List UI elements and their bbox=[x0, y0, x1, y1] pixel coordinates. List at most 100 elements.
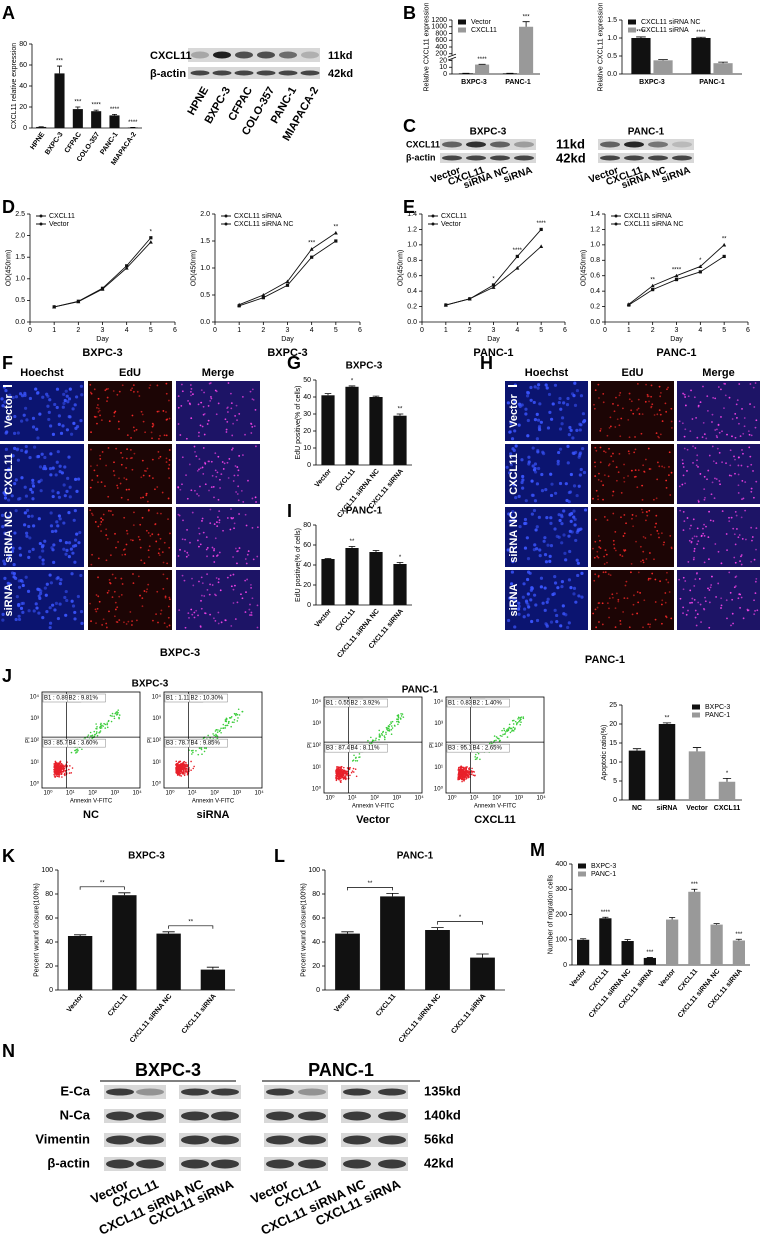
cell-dot bbox=[114, 410, 117, 413]
event-dot bbox=[215, 729, 218, 731]
cell-dot bbox=[520, 458, 524, 462]
cell-dot bbox=[717, 582, 720, 585]
event-dot bbox=[520, 721, 522, 724]
cell-dot bbox=[698, 577, 701, 580]
cell-dot bbox=[9, 542, 13, 546]
cell-dot bbox=[608, 607, 610, 610]
cell-dot bbox=[51, 466, 55, 470]
cell-dot bbox=[143, 562, 146, 565]
cell-dot bbox=[41, 549, 45, 553]
cell-dot bbox=[232, 556, 234, 558]
cell-dot bbox=[210, 460, 213, 463]
cell-dot bbox=[543, 586, 547, 590]
cell-dot bbox=[749, 383, 752, 385]
event-dot bbox=[182, 769, 185, 771]
event-dot bbox=[509, 731, 512, 734]
event-dot bbox=[57, 767, 59, 769]
event-dot bbox=[184, 771, 187, 773]
annotation: **** bbox=[513, 248, 523, 254]
y-tick-label: 0 bbox=[563, 962, 567, 969]
cell-dot bbox=[157, 621, 159, 624]
event-dot bbox=[335, 771, 337, 774]
event-dot bbox=[231, 721, 234, 723]
event-dot bbox=[358, 753, 361, 755]
error-bar bbox=[206, 966, 219, 970]
cell-dot bbox=[52, 560, 56, 564]
cell-dot bbox=[549, 472, 553, 476]
event-dot bbox=[63, 767, 66, 770]
cell-dot bbox=[575, 558, 579, 562]
cell-dot bbox=[575, 530, 579, 535]
bar bbox=[369, 552, 383, 605]
cell-dot bbox=[567, 534, 571, 538]
x-tick-label: 0 bbox=[420, 327, 424, 334]
event-dot bbox=[237, 717, 239, 719]
cell-dot bbox=[658, 536, 660, 539]
cell-dot bbox=[540, 489, 545, 493]
cell-dot bbox=[543, 536, 547, 540]
cell-dot bbox=[569, 519, 573, 524]
cell-dot bbox=[142, 420, 145, 423]
flow-ylabel: PI bbox=[26, 737, 32, 743]
event-dot bbox=[390, 728, 393, 731]
cell-dot bbox=[595, 489, 598, 492]
cell-dot bbox=[64, 389, 68, 393]
panel-letter: C bbox=[403, 116, 416, 136]
cell-dot bbox=[734, 510, 737, 513]
cell-dot bbox=[13, 414, 17, 419]
cell-dot bbox=[7, 555, 11, 560]
cell-dot bbox=[609, 425, 612, 428]
cell-dot bbox=[250, 611, 253, 614]
cell-dot bbox=[642, 559, 644, 562]
cell-dot bbox=[105, 534, 108, 537]
cell-dot bbox=[192, 584, 195, 587]
blot-band bbox=[648, 141, 668, 148]
x-axis-label: Day bbox=[96, 336, 109, 343]
cell-dot bbox=[728, 474, 731, 477]
x-tick-label: 0 bbox=[28, 327, 32, 334]
cell-dot bbox=[209, 613, 212, 616]
event-dot bbox=[61, 767, 64, 770]
y-tick-label: 2.0 bbox=[200, 211, 210, 218]
cell-dot bbox=[108, 610, 110, 613]
cell-dot bbox=[645, 519, 647, 522]
cell-dot bbox=[58, 517, 62, 521]
cell-dot bbox=[31, 547, 35, 551]
cell-dot bbox=[740, 555, 742, 558]
cell-dot bbox=[664, 592, 667, 594]
cell-dot bbox=[637, 398, 640, 401]
cell-dot bbox=[4, 431, 8, 435]
event-dot bbox=[390, 722, 392, 725]
error-bar bbox=[324, 558, 332, 559]
cell-dot bbox=[48, 467, 53, 471]
chart-title: PANC-1 bbox=[346, 506, 383, 517]
cell-dot bbox=[158, 437, 160, 440]
cell-dot bbox=[664, 601, 667, 604]
cell-dot bbox=[618, 452, 621, 455]
event-dot bbox=[356, 759, 359, 762]
cell-dot bbox=[147, 583, 150, 586]
cell-dot bbox=[715, 428, 718, 431]
cell-dot bbox=[721, 430, 723, 433]
group-label: siRNA NC bbox=[3, 511, 15, 563]
cell-dot bbox=[120, 496, 123, 499]
blot-band bbox=[298, 1135, 326, 1145]
cell-dot bbox=[612, 512, 615, 515]
cell-dot bbox=[571, 436, 575, 440]
cell-dot bbox=[162, 573, 165, 576]
event-dot bbox=[224, 727, 227, 729]
cell-dot bbox=[199, 543, 202, 546]
event-dot bbox=[193, 765, 195, 768]
y-axis-label: CXCL11 relative expression bbox=[11, 43, 18, 129]
cell-dot bbox=[97, 397, 100, 400]
cell-dot bbox=[754, 382, 757, 384]
cell-dot bbox=[35, 606, 39, 610]
cell-dot bbox=[31, 416, 36, 420]
cell-dot bbox=[181, 574, 184, 577]
cell-dot bbox=[690, 541, 693, 544]
y-axis-label: OD(450nm) bbox=[580, 250, 587, 287]
cell-dot bbox=[232, 602, 235, 604]
cell-dot bbox=[710, 584, 713, 586]
annotation: *** bbox=[646, 950, 654, 956]
cell-dot bbox=[517, 494, 521, 498]
